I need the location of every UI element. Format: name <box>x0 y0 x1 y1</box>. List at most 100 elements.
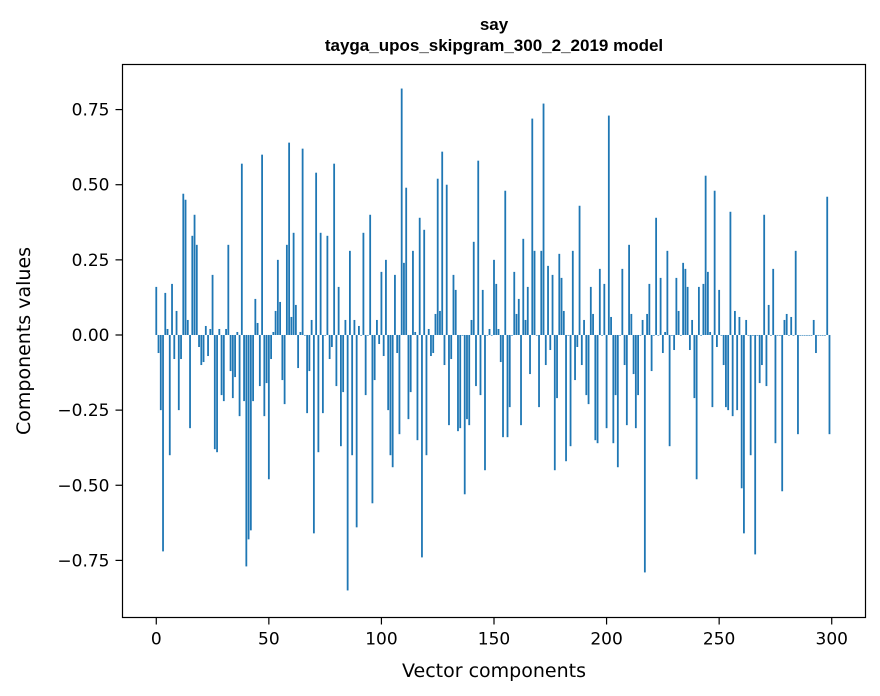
bar <box>515 313 518 335</box>
bar <box>637 334 639 396</box>
bar <box>688 334 691 351</box>
bar <box>468 334 471 426</box>
bar <box>434 313 437 335</box>
bar <box>274 310 277 335</box>
bar <box>184 199 187 335</box>
bar <box>788 334 790 336</box>
bar <box>445 184 448 335</box>
bar <box>317 334 320 453</box>
bar <box>533 250 536 335</box>
y-tick-label: −0.75 <box>57 551 109 571</box>
bar <box>542 103 545 335</box>
bar <box>326 235 329 335</box>
bar <box>378 334 381 345</box>
bar <box>353 319 356 335</box>
bar <box>722 334 725 366</box>
bar <box>389 334 392 456</box>
bar <box>448 334 450 426</box>
bar <box>373 334 376 381</box>
bar <box>531 118 534 335</box>
bar <box>340 334 342 447</box>
bar <box>673 334 676 351</box>
bar <box>477 160 480 335</box>
bar <box>400 88 403 335</box>
bar <box>364 334 367 396</box>
bar <box>182 193 185 335</box>
bar <box>502 334 504 438</box>
bar <box>623 334 626 366</box>
bar <box>727 334 730 411</box>
bar <box>342 334 345 393</box>
bar <box>648 283 651 335</box>
bar <box>349 250 351 335</box>
bar <box>578 205 581 335</box>
bar <box>569 334 572 447</box>
bar <box>713 190 716 335</box>
bar <box>731 334 734 417</box>
bar <box>396 334 399 354</box>
bar <box>204 325 207 335</box>
bar <box>691 319 694 335</box>
bar <box>621 268 624 335</box>
bar <box>781 334 784 492</box>
bar <box>272 331 275 335</box>
y-tick-label: 0.50 <box>72 176 110 196</box>
bar <box>630 313 633 335</box>
bar <box>261 154 263 335</box>
chart-title: say <box>480 15 509 34</box>
bar <box>394 274 396 335</box>
bar <box>493 259 495 335</box>
bar <box>315 172 318 335</box>
bar <box>270 334 272 360</box>
bar <box>466 334 468 420</box>
x-axis-ticks: 0 50 100 150 200 250 300 <box>151 617 848 650</box>
bar <box>209 328 212 335</box>
bar <box>610 316 612 335</box>
bar <box>337 286 340 335</box>
bar <box>589 286 592 335</box>
bar <box>684 268 687 335</box>
bar <box>670 334 673 336</box>
bar <box>252 334 254 402</box>
bar <box>704 175 707 335</box>
bar <box>238 334 241 417</box>
bar <box>639 334 642 336</box>
bar <box>785 313 788 335</box>
bar <box>292 232 295 335</box>
bar <box>677 310 680 335</box>
bar <box>245 334 248 567</box>
bar <box>799 334 802 336</box>
bar <box>828 334 831 435</box>
bar <box>544 334 547 366</box>
bar <box>308 334 311 372</box>
bar <box>189 334 191 429</box>
bar <box>200 334 203 366</box>
bar <box>560 277 563 335</box>
bar <box>479 334 482 396</box>
bar <box>790 316 793 335</box>
bar <box>594 334 597 441</box>
bar <box>218 328 221 335</box>
bar <box>310 319 313 335</box>
bar <box>817 334 820 336</box>
bar <box>506 334 509 438</box>
bar <box>234 334 236 378</box>
bar <box>808 334 811 336</box>
bar <box>643 334 646 573</box>
bar <box>695 334 698 480</box>
bar <box>538 334 540 408</box>
bar <box>330 334 333 348</box>
bar <box>558 253 561 335</box>
bar <box>412 250 414 335</box>
x-tick-label: 300 <box>816 630 848 650</box>
bar <box>601 334 603 336</box>
bar <box>664 331 667 335</box>
bar <box>294 304 297 335</box>
bar <box>164 292 167 335</box>
bar <box>421 334 423 558</box>
bar <box>279 301 282 335</box>
bar <box>427 328 430 335</box>
bar <box>452 274 455 335</box>
bar <box>761 334 763 366</box>
bar <box>641 319 644 335</box>
